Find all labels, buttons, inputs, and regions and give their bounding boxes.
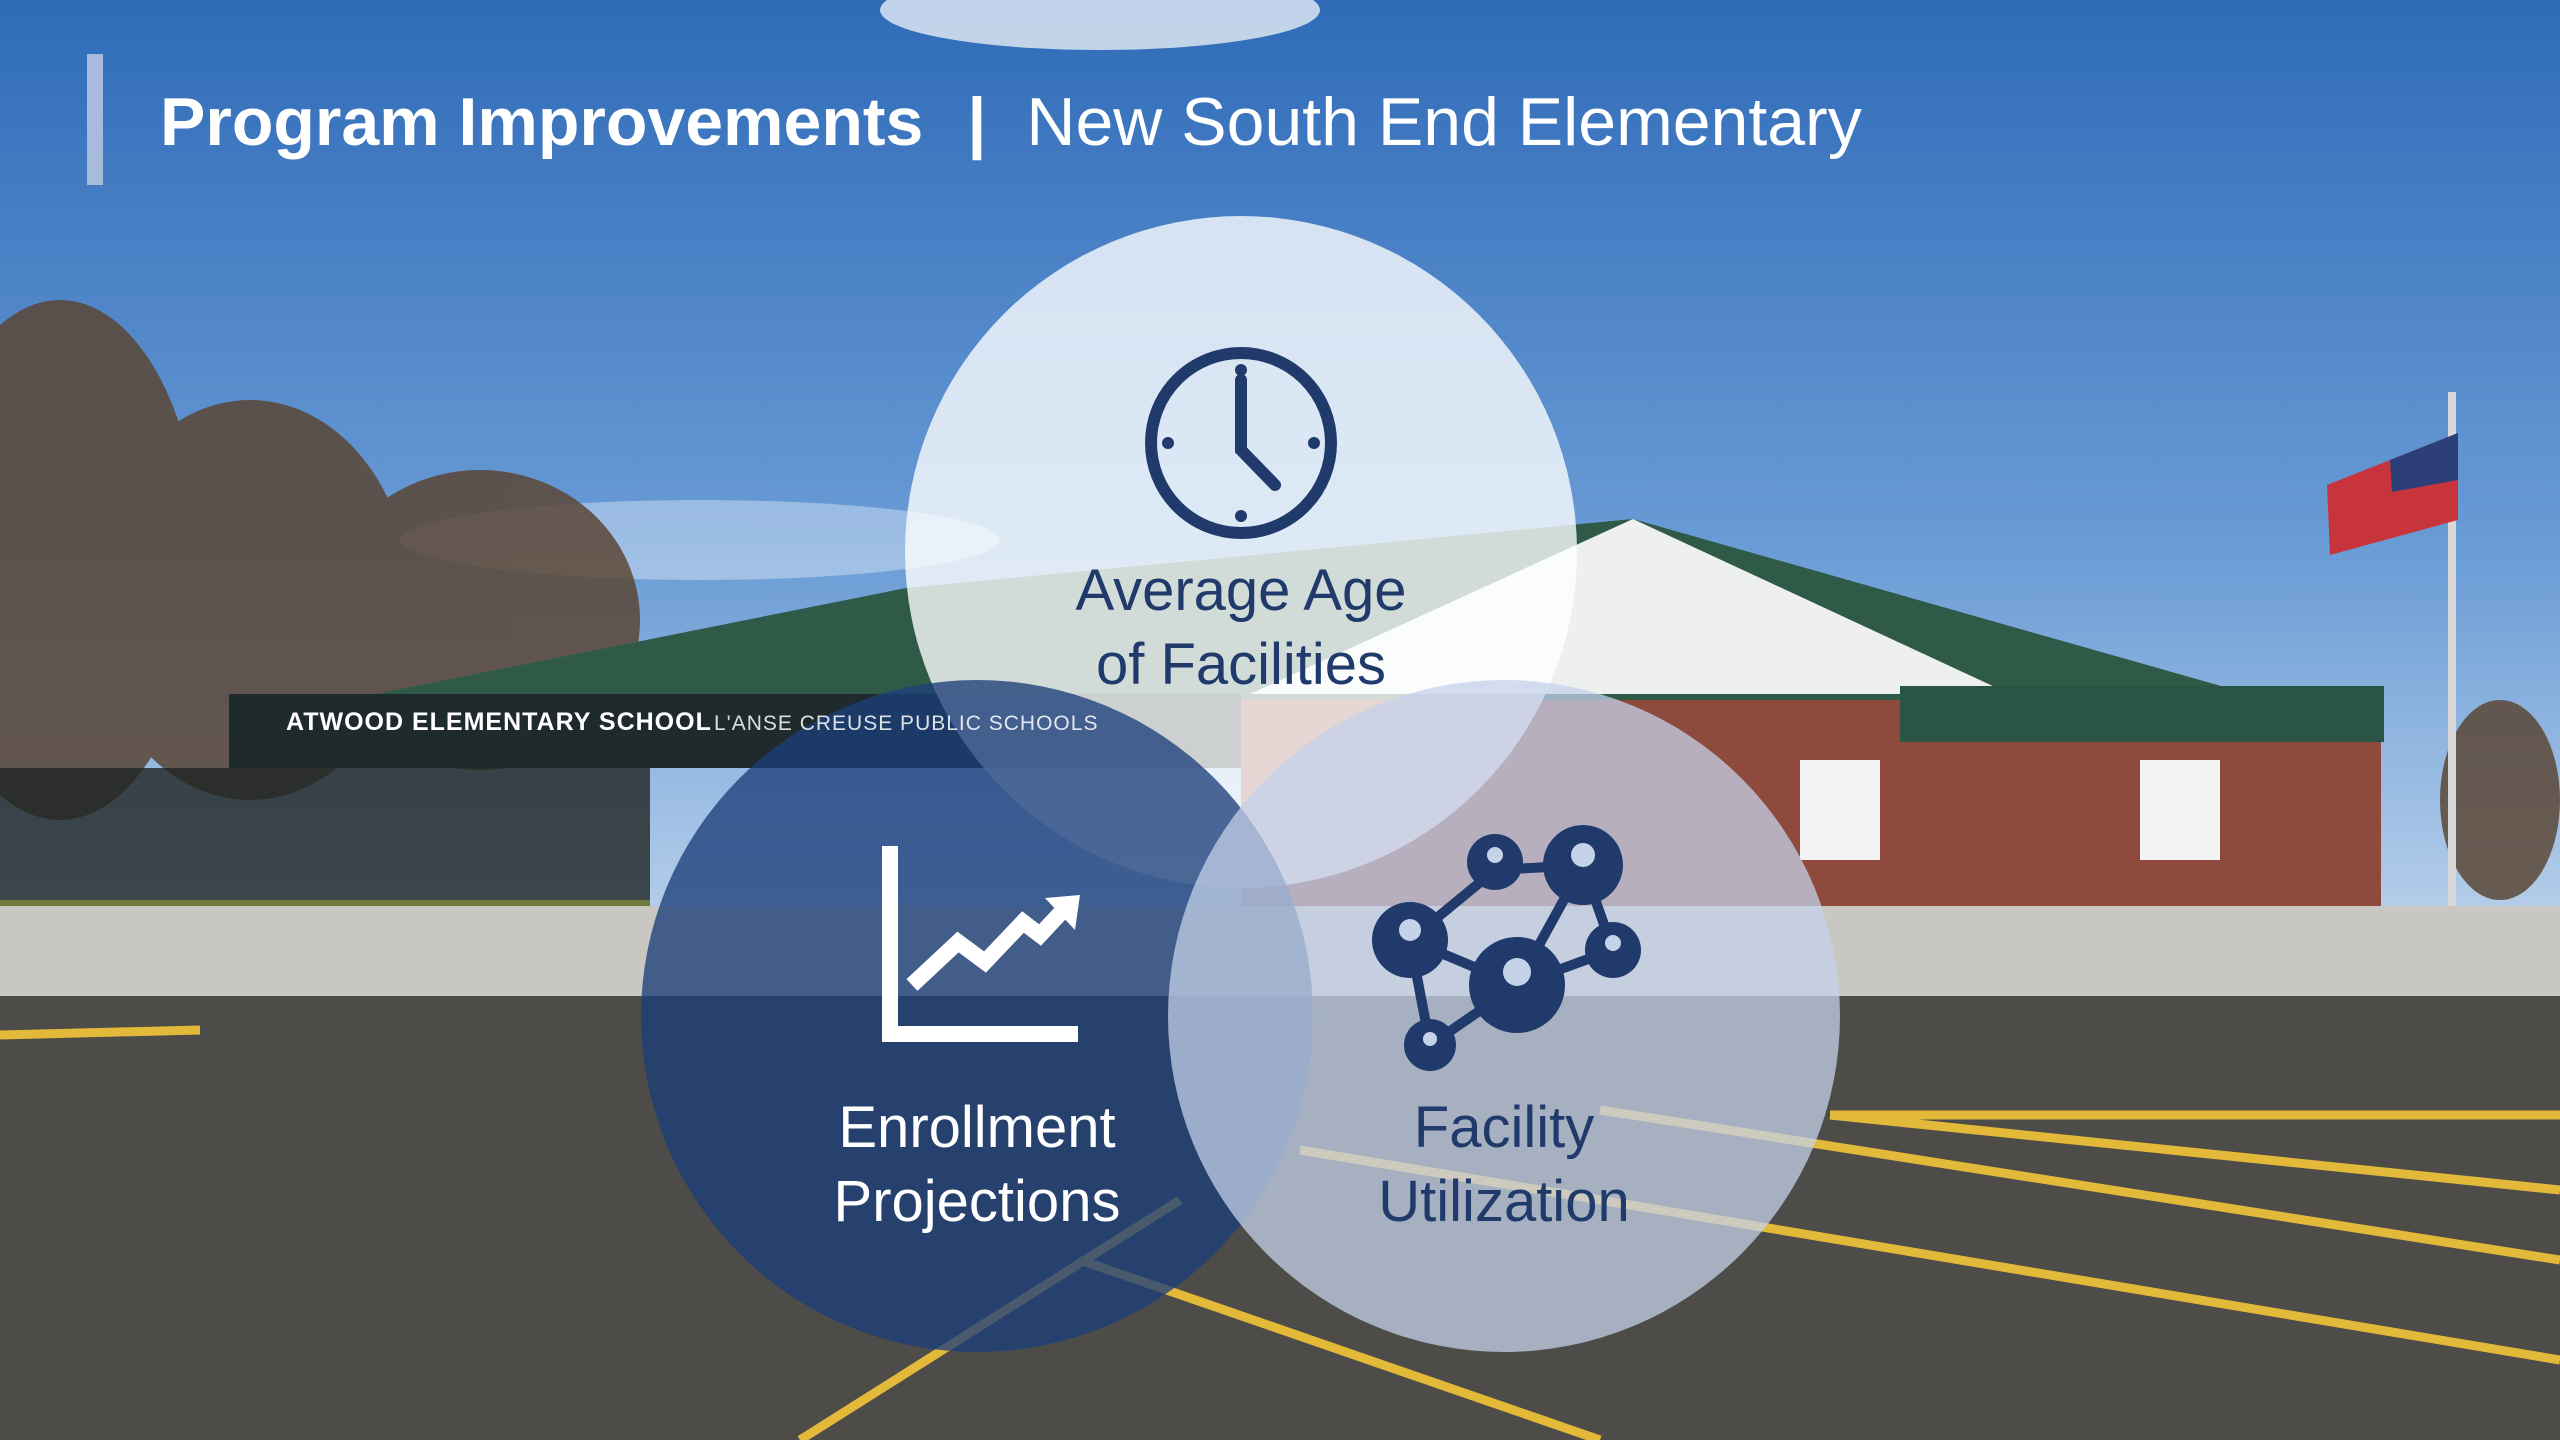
label-line: Enrollment (677, 1091, 1277, 1165)
separator: | (967, 84, 986, 160)
title: Program Improvements (160, 84, 923, 160)
label-line: Average Age (941, 554, 1541, 628)
accent-bar (87, 54, 103, 185)
subtitle: New South End Elementary (1026, 84, 1861, 160)
photo-sign: ATWOOD ELEMENTARY SCHOOL (286, 708, 712, 737)
label-line: of Facilities (941, 628, 1541, 702)
label-line: Facility (1204, 1091, 1804, 1165)
circle-label: Enrollment Projections (677, 1091, 1277, 1239)
label-line: Utilization (1204, 1165, 1804, 1239)
label-line: Projections (677, 1165, 1277, 1239)
header: Program Improvements | New South End Eleme… (160, 80, 1862, 164)
circle-label: Average Age of Facilities (941, 554, 1541, 702)
photo-sign-district: L'ANSE CREUSE PUBLIC SCHOOLS (714, 712, 1098, 736)
circle-label: Facility Utilization (1204, 1091, 1804, 1239)
slide: ATWOOD ELEMENTARY SCHOOL L'ANSE CREUSE P… (0, 0, 2560, 1440)
